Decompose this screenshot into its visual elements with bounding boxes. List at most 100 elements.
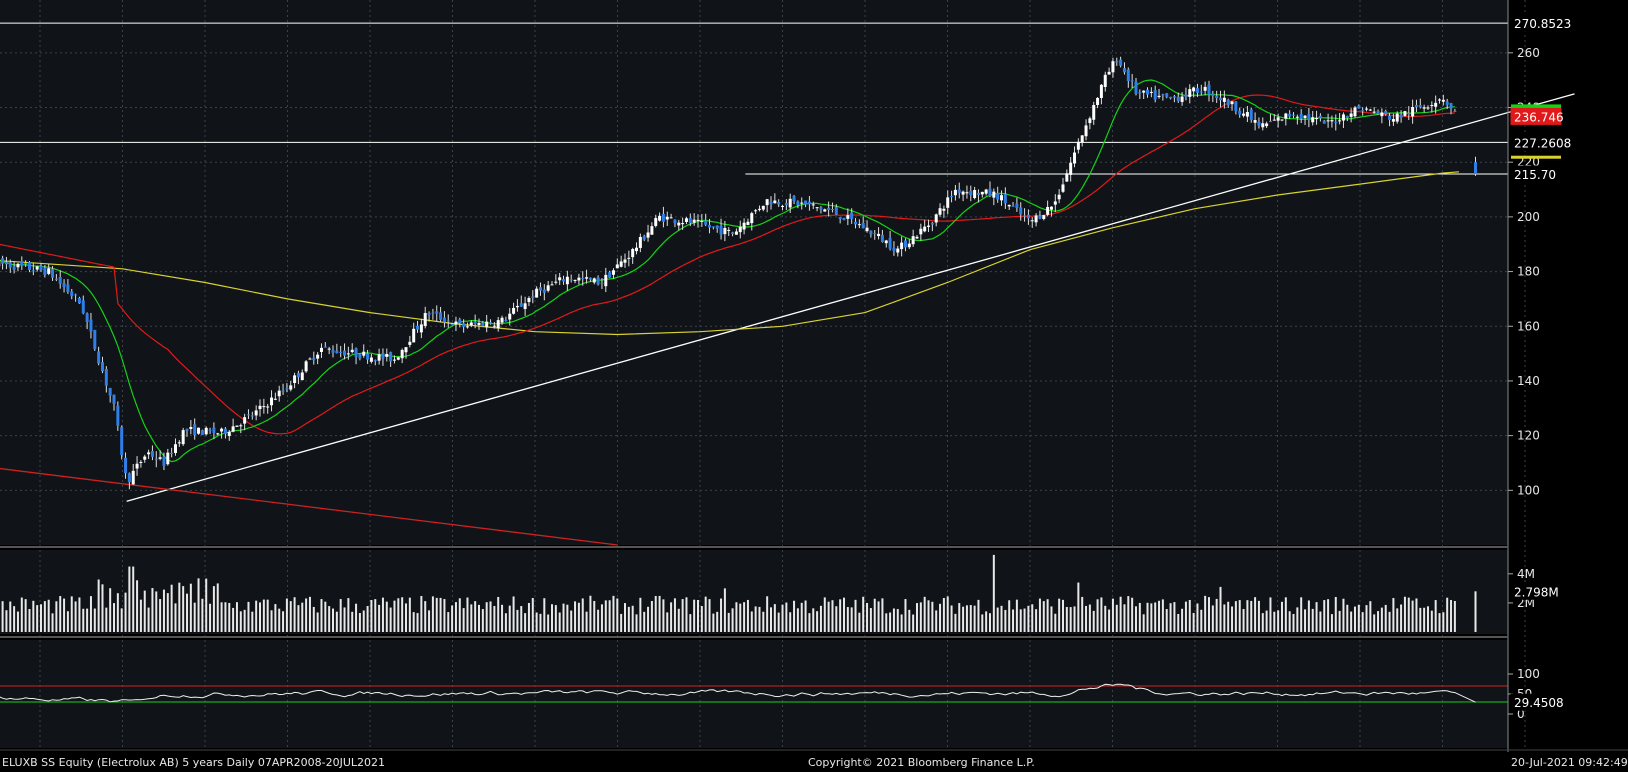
volume-bar	[393, 600, 396, 632]
volume-bar	[170, 584, 173, 632]
volume-bar	[1042, 601, 1045, 632]
candle-body	[47, 268, 51, 274]
candle-body	[293, 375, 297, 383]
volume-bar	[328, 606, 331, 632]
candle-body	[112, 394, 116, 404]
candle-body	[1422, 107, 1426, 109]
candle-body	[757, 208, 761, 210]
volume-bar	[666, 612, 669, 632]
candle-body	[258, 405, 262, 410]
candle-body	[550, 284, 554, 286]
candle-body	[39, 266, 43, 271]
candle-body	[300, 372, 304, 381]
volume-bar	[443, 599, 446, 632]
candle-body	[1268, 120, 1272, 122]
candle-body	[1453, 110, 1457, 113]
trendline	[126, 93, 1575, 502]
volume-bar	[232, 607, 235, 632]
candle-body	[296, 373, 300, 378]
volume-bar	[1288, 611, 1291, 632]
candle-body	[323, 346, 327, 348]
volume-bar	[1319, 611, 1322, 632]
volume-bar	[97, 579, 100, 632]
volume-bar	[239, 611, 242, 632]
candle-body	[1073, 152, 1077, 164]
volume-bar	[658, 595, 661, 632]
volume-bar	[289, 601, 292, 632]
candle-body	[412, 328, 416, 343]
volume-bar	[320, 599, 323, 632]
volume-bar	[927, 600, 930, 632]
volume-tick-label: 4M	[1517, 567, 1535, 581]
price-badge: 215.70	[1514, 168, 1556, 182]
candle-body	[573, 280, 577, 282]
candle-body	[1076, 141, 1080, 150]
candle-body	[1242, 113, 1246, 116]
volume-bar	[673, 598, 676, 632]
volume-bar	[1296, 607, 1299, 632]
candle-body	[400, 349, 404, 359]
volume-bar	[620, 613, 623, 632]
candle-body	[1338, 120, 1342, 122]
volume-bar	[992, 554, 995, 632]
candle-body	[654, 218, 658, 226]
candle-body	[43, 267, 47, 275]
volume-bar	[270, 610, 273, 632]
volume-bar	[750, 611, 753, 632]
ma-short-marker	[1511, 104, 1561, 109]
candle-body	[658, 215, 662, 221]
volume-bar	[1307, 600, 1310, 632]
volume-bar	[489, 601, 492, 632]
candle-body	[93, 329, 97, 350]
volume-bar	[451, 605, 454, 632]
volume-bar	[282, 611, 285, 632]
candle-body	[104, 369, 108, 386]
candle-body	[1257, 121, 1261, 126]
candle-body	[542, 289, 546, 293]
candle-body	[1307, 114, 1311, 120]
volume-bar	[712, 613, 715, 632]
candle-body	[454, 321, 458, 325]
volume-bar	[1008, 600, 1011, 632]
candle-body	[1345, 116, 1349, 119]
candle-body	[1149, 91, 1153, 93]
volume-bar	[1327, 599, 1330, 632]
volume-bar	[677, 608, 680, 632]
candle-body	[562, 279, 566, 282]
candle-body	[861, 222, 865, 229]
volume-bar	[1446, 597, 1449, 632]
candle-body	[684, 218, 688, 222]
volume-bar	[197, 578, 200, 632]
volume-bar	[1050, 606, 1053, 632]
candle-body	[193, 424, 197, 436]
candle-body	[1065, 173, 1069, 182]
candle-body	[343, 350, 347, 356]
candle-body	[1418, 105, 1422, 108]
candle-body	[1326, 120, 1330, 122]
ma-mid-line	[0, 94, 1455, 435]
volume-bar	[1315, 602, 1318, 632]
volume-bar	[212, 586, 215, 632]
volume-bar	[781, 604, 784, 632]
candle-body	[1295, 116, 1299, 118]
volume-bar	[36, 605, 39, 632]
candle-body	[850, 212, 854, 220]
volume-bar	[370, 599, 373, 632]
volume-bar	[512, 596, 515, 632]
candle-body	[1199, 91, 1203, 93]
candle-body	[1261, 123, 1265, 128]
candle-body	[1034, 215, 1038, 223]
volume-bar	[1377, 611, 1380, 632]
level-badge-top-bg	[1510, 14, 1562, 32]
last-candle-body	[1474, 162, 1477, 174]
volume-bar	[973, 605, 976, 632]
volume-bar-last	[1474, 591, 1477, 632]
candle-body	[715, 225, 719, 229]
volume-bar	[1115, 604, 1118, 632]
candle-body	[565, 276, 569, 285]
volume-bar	[558, 612, 561, 632]
candle-body	[1430, 105, 1434, 107]
volume-bar	[470, 604, 473, 632]
volume-bar	[416, 613, 419, 632]
level-badge-top: 270.8523	[1514, 17, 1571, 31]
